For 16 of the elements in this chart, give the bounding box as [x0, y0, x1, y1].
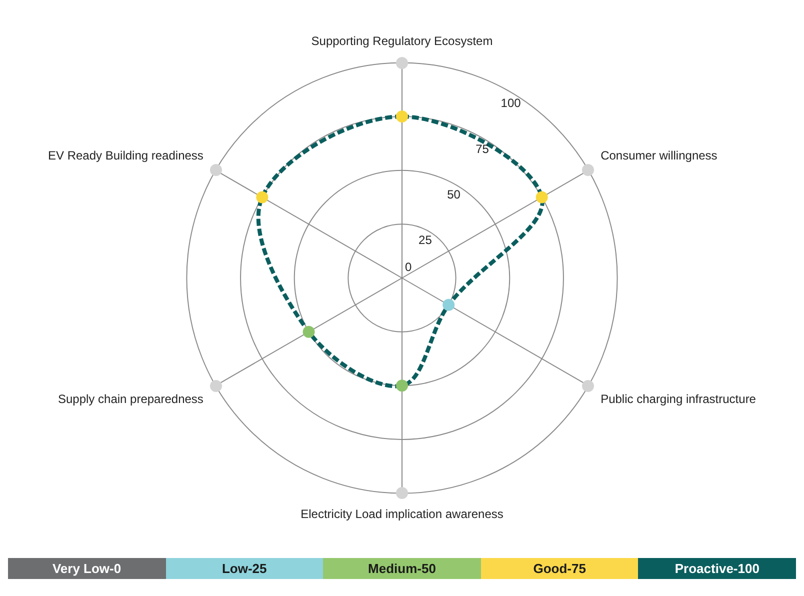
y-tick-label: 25: [418, 233, 432, 248]
spoke-label: Supporting Regulatory Ecosystem: [311, 34, 493, 48]
text: Good-75: [480, 558, 638, 579]
spoke-label: Supply chain preparedness: [58, 392, 204, 406]
text: Very Low-0: [8, 558, 166, 579]
y-tick-label: 75: [476, 142, 490, 156]
spoke-label: Public charging infrastructure: [600, 392, 756, 406]
spoke-label: Consumer willingness: [600, 148, 718, 162]
y-tick-label: 0: [405, 260, 412, 274]
spoke-label: Electricity Load implication awareness: [300, 506, 504, 521]
y-tick-label: 50: [447, 188, 461, 202]
text: Medium-50: [323, 558, 481, 579]
spoke-label: EV Ready Building readiness: [48, 148, 204, 162]
text: Low-25: [166, 558, 324, 579]
y-tick-label: 100: [500, 96, 522, 110]
text: Proactive-100: [638, 558, 796, 579]
